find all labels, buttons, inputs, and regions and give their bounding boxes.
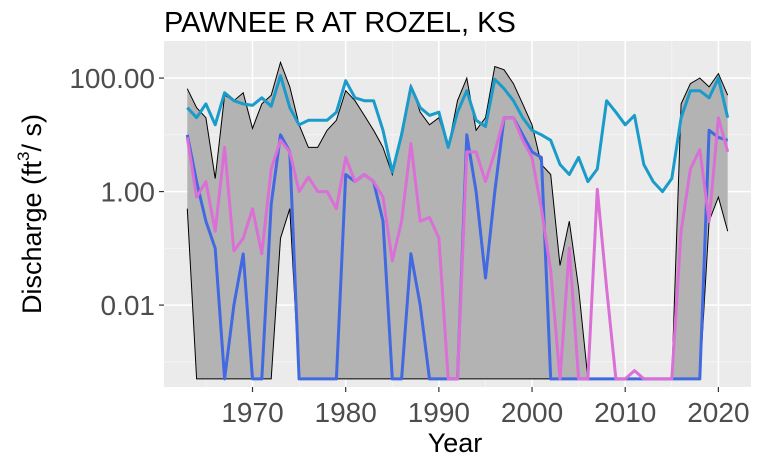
y-axis-ticks: 0.01 1.00 100.00 bbox=[69, 63, 164, 321]
y-axis-title-superscript: 3 bbox=[14, 151, 33, 160]
series-line-mid bbox=[185, 116, 730, 381]
y-tick-label: 0.01 bbox=[101, 290, 156, 321]
x-tick-label: 2020 bbox=[687, 397, 749, 428]
range-band-area bbox=[187, 62, 728, 379]
y-tick-label: 100.00 bbox=[69, 63, 155, 94]
chart-title: PAWNEE R AT ROZEL, KS bbox=[164, 7, 516, 39]
x-axis-title: Year bbox=[428, 428, 483, 458]
series-line-high bbox=[186, 74, 730, 194]
series-layer bbox=[185, 74, 730, 381]
y-tick-label: 1.00 bbox=[101, 177, 156, 208]
y-axis-title-suffix: / s) bbox=[17, 114, 47, 152]
x-axis-ticks: 1970 1980 1990 2000 2010 2020 bbox=[221, 387, 750, 428]
y-axis-title-prefix: Discharge (ft bbox=[17, 160, 47, 314]
x-tick-label: 2010 bbox=[594, 397, 656, 428]
x-tick-label: 1970 bbox=[221, 397, 283, 428]
x-tick-label: 2000 bbox=[501, 397, 563, 428]
y-axis-title: Discharge (ft3/ s) bbox=[14, 114, 47, 314]
x-tick-label: 1980 bbox=[315, 397, 377, 428]
x-tick-label: 1990 bbox=[408, 397, 470, 428]
